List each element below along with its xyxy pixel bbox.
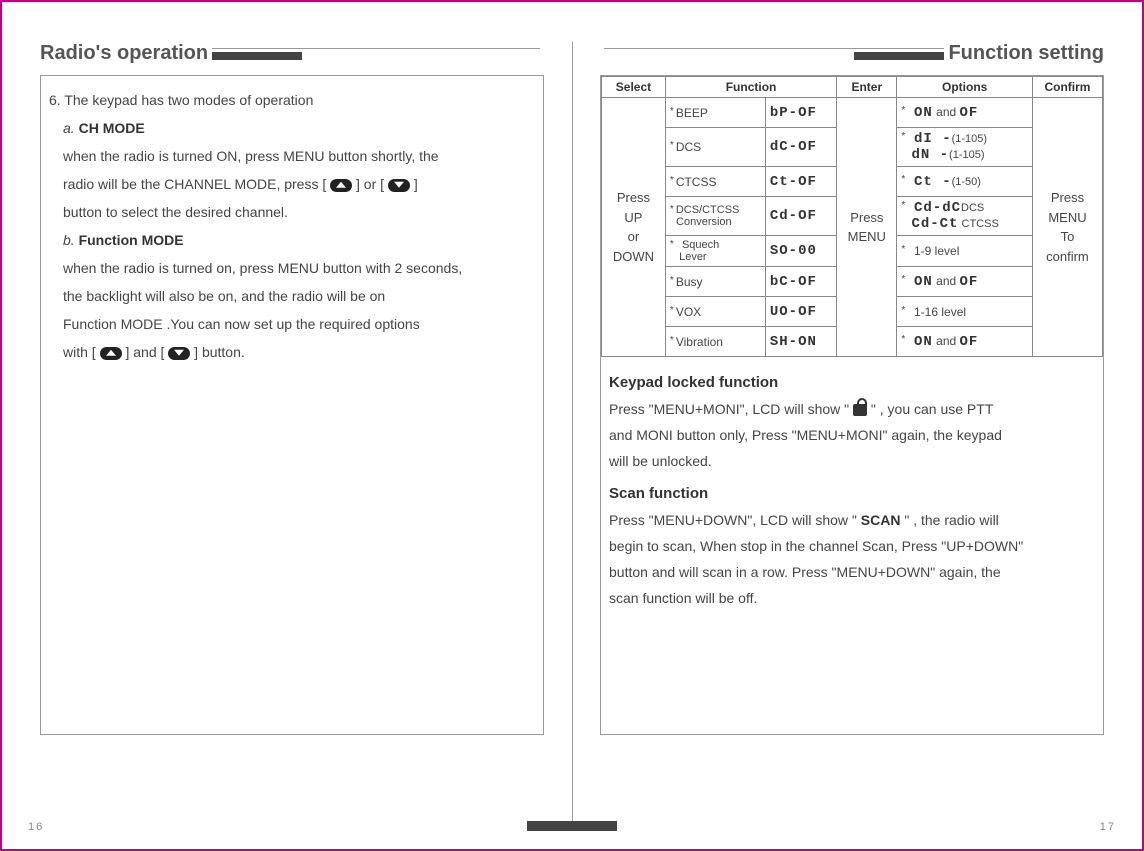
fn-code: bC-OF xyxy=(765,267,836,297)
right-header: Function setting xyxy=(600,42,1104,65)
right-content: Select Function Enter Options Confirm Pr… xyxy=(600,75,1104,735)
function-table: Select Function Enter Options Confirm Pr… xyxy=(601,76,1103,357)
keypad-heading: Keypad locked function xyxy=(609,369,1095,397)
intro-line: 6. The keypad has two modes of operation xyxy=(49,86,531,114)
scan-line2: begin to scan, When stop in the channel … xyxy=(609,534,1095,560)
mode-a-heading: a. CH MODE xyxy=(63,114,531,142)
fn-option: * Ct -(1-50) xyxy=(897,167,1033,197)
fn-name: *DCS xyxy=(665,128,765,167)
down-icon xyxy=(168,347,190,360)
fn-option: * Cd-dCDCS Cd-Ct CTCSS xyxy=(897,197,1033,236)
left-header: Radio's operation xyxy=(40,42,544,65)
scan-line4: scan function will be off. xyxy=(609,586,1095,612)
page-spread: Radio's operation 6. The keypad has two … xyxy=(0,0,1144,851)
mode-a-line2: radio will be the CHANNEL MODE, press [ … xyxy=(63,170,531,198)
scan-heading: Scan function xyxy=(609,480,1095,508)
left-header-rule xyxy=(212,48,540,60)
scan-line1: Press "MENU+DOWN", LCD will show " SCAN … xyxy=(609,508,1095,534)
right-page: Function setting Select Function Enter O… xyxy=(572,42,1122,829)
fn-name: *Vibration xyxy=(665,327,765,357)
up-icon xyxy=(100,347,122,360)
left-title: Radio's operation xyxy=(40,42,208,65)
mode-a-line1: when the radio is turned ON, press MENU … xyxy=(63,142,531,170)
fn-code: SH-ON xyxy=(765,327,836,357)
fn-name: *DCS/CTCSS Conversion xyxy=(665,197,765,236)
select-cell: Press UP or DOWN xyxy=(602,98,666,357)
fn-option: * 1-16 level xyxy=(897,297,1033,327)
mode-b-heading: b. Function MODE xyxy=(63,226,531,254)
fn-code: dC-OF xyxy=(765,128,836,167)
col-enter: Enter xyxy=(837,77,897,98)
keypad-line3: will be unlocked. xyxy=(609,449,1095,475)
confirm-cell: Press MENU To confirm xyxy=(1032,98,1102,357)
left-page: Radio's operation 6. The keypad has two … xyxy=(22,42,572,829)
fn-option: * ON and OF xyxy=(897,98,1033,128)
enter-cell: Press MENU xyxy=(837,98,897,357)
fn-code: bP-OF xyxy=(765,98,836,128)
mode-a-line3: button to select the desired channel. xyxy=(63,198,531,226)
fn-option: * ON and OF xyxy=(897,327,1033,357)
right-title: Function setting xyxy=(948,42,1104,65)
fn-code: Cd-OF xyxy=(765,197,836,236)
down-icon xyxy=(388,179,410,192)
keypad-line1: Press "MENU+MONI", LCD will show " " , y… xyxy=(609,397,1095,423)
lock-icon xyxy=(853,404,867,416)
fn-option: * 1-9 level xyxy=(897,236,1033,267)
fn-name: *VOX xyxy=(665,297,765,327)
fn-code: SO-00 xyxy=(765,236,836,267)
col-confirm: Confirm xyxy=(1032,77,1102,98)
mode-b-line3: Function MODE .You can now set up the re… xyxy=(63,310,531,338)
fn-name: *Busy xyxy=(665,267,765,297)
mode-b-line4: with [ ] and [ ] button. xyxy=(63,338,531,366)
right-body-text: Keypad locked function Press "MENU+MONI"… xyxy=(601,357,1103,612)
fn-code: UO-OF xyxy=(765,297,836,327)
col-select: Select xyxy=(602,77,666,98)
fn-name: *CTCSS xyxy=(665,167,765,197)
fn-option: * dI -(1-105) dN -(1-105) xyxy=(897,128,1033,167)
col-options: Options xyxy=(897,77,1033,98)
scan-line3: button and will scan in a row. Press "ME… xyxy=(609,560,1095,586)
table-row: Press UP or DOWN *BEEP bP-OF Press MENU … xyxy=(602,98,1103,128)
fn-name: * Squech Lever xyxy=(665,236,765,267)
up-icon xyxy=(330,179,352,192)
fn-code: Ct-OF xyxy=(765,167,836,197)
fn-option: * ON and OF xyxy=(897,267,1033,297)
left-content: 6. The keypad has two modes of operation… xyxy=(40,75,544,735)
col-function: Function xyxy=(665,77,836,98)
page-number-left: 16 xyxy=(28,821,44,833)
page-number-right: 17 xyxy=(1100,821,1116,833)
mode-b-line2: the backlight will also be on, and the r… xyxy=(63,282,531,310)
keypad-line2: and MONI button only, Press "MENU+MONI" … xyxy=(609,423,1095,449)
table-header-row: Select Function Enter Options Confirm xyxy=(602,77,1103,98)
right-header-rule xyxy=(604,48,944,60)
footer-bar xyxy=(527,821,617,831)
fn-name: *BEEP xyxy=(665,98,765,128)
mode-b-line1: when the radio is turned on, press MENU … xyxy=(63,254,531,282)
